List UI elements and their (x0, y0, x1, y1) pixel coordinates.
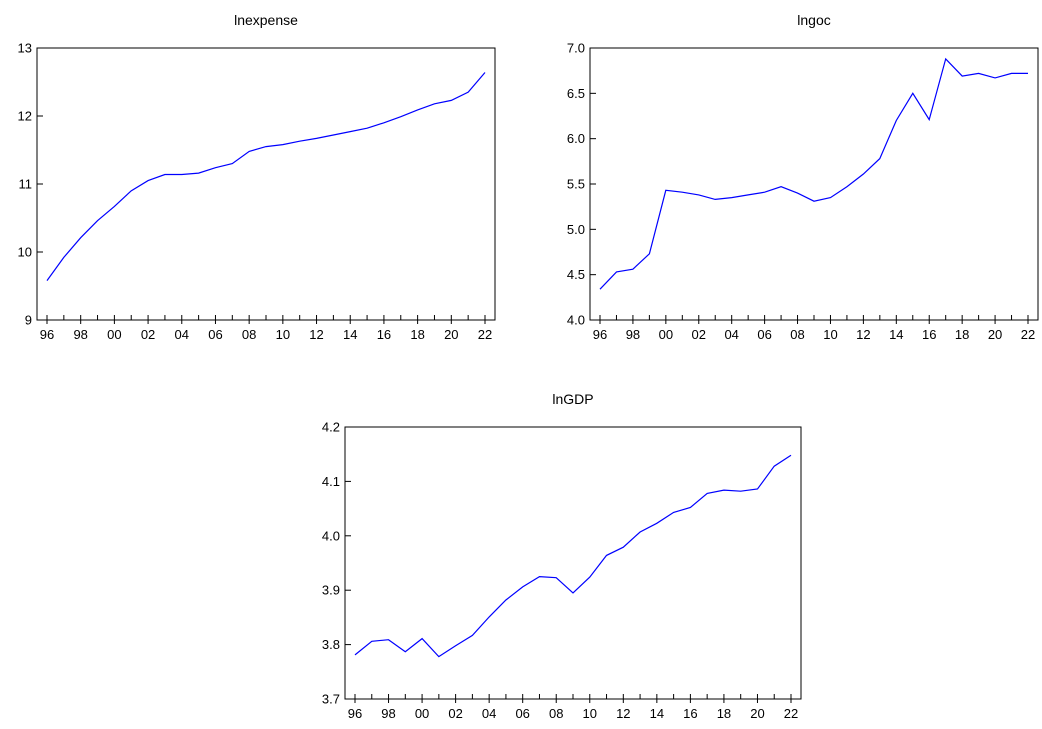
x-tick-label: 00 (415, 706, 429, 721)
x-tick-label: 06 (208, 327, 222, 342)
x-tick-label: 98 (381, 706, 395, 721)
y-tick-label: 7.0 (567, 41, 585, 56)
x-tick-label: 20 (750, 706, 764, 721)
x-tick-label: 12 (309, 327, 323, 342)
y-tick-label: 5.0 (567, 222, 585, 237)
chart-title: lnexpense (234, 12, 298, 28)
y-tick-label: 6.0 (567, 131, 585, 146)
x-tick-label: 22 (784, 706, 798, 721)
x-tick-label: 16 (683, 706, 697, 721)
x-tick-label: 22 (478, 327, 492, 342)
x-tick-label: 14 (650, 706, 664, 721)
chart-panel-2: lnGDP 3.7 3.8 3.9 4.0 4.1 4.2 96 98 00 02 04 06 08 10 1… (322, 391, 802, 721)
x-tick-label: 06 (515, 706, 529, 721)
y-tick-label: 4.0 (322, 528, 340, 543)
x-tick-label: 08 (549, 706, 563, 721)
x-tick-label: 98 (73, 327, 87, 342)
y-tick-label: 3.9 (322, 583, 340, 598)
y-tick-label: 11 (19, 177, 33, 192)
y-tick-label: 12 (18, 109, 32, 124)
y-tick-label: 9 (25, 313, 32, 328)
y-tick-label: 3.8 (322, 637, 340, 652)
x-tick-label: 18 (717, 706, 731, 721)
x-tick-label: 00 (107, 327, 121, 342)
y-tick-label: 4.5 (567, 267, 585, 282)
x-tick-label: 04 (175, 327, 189, 342)
x-tick-label: 00 (659, 327, 673, 342)
x-tick-label: 16 (922, 327, 936, 342)
x-tick-label: 10 (823, 327, 837, 342)
chart-panel-1: lngoc 4.0 4.5 5.0 5.5 6.0 6.5 7.0 96 98 00 02 04 06 08… (567, 12, 1039, 342)
x-tick-label: 96 (40, 327, 54, 342)
y-tick-label: 10 (18, 245, 32, 260)
series-line (354, 454, 792, 658)
y-tick-label: 4.1 (322, 474, 340, 489)
x-tick-label: 12 (616, 706, 630, 721)
x-tick-label: 06 (757, 327, 771, 342)
series-line (599, 57, 1028, 290)
x-tick-label: 20 (988, 327, 1002, 342)
x-tick-label: 14 (343, 327, 357, 342)
x-tick-label: 98 (626, 327, 640, 342)
plot-frame (589, 47, 1039, 321)
x-tick-label: 16 (377, 327, 391, 342)
x-tick-label: 02 (692, 327, 706, 342)
x-tick-label: 20 (444, 327, 458, 342)
x-tick-label: 18 (410, 327, 424, 342)
x-tick-label: 96 (593, 327, 607, 342)
y-tick-label: 6.5 (567, 86, 585, 101)
x-tick-label: 96 (348, 706, 362, 721)
x-tick-label: 10 (276, 327, 290, 342)
y-tick-label: 4.2 (322, 420, 340, 435)
y-tick-label: 3.7 (322, 692, 340, 707)
x-tick-label: 12 (856, 327, 870, 342)
x-tick-label: 14 (889, 327, 903, 342)
plot-frame (344, 426, 802, 700)
x-tick-label: 02 (141, 327, 155, 342)
plot-frame (36, 47, 496, 321)
x-tick-label: 04 (482, 706, 496, 721)
x-tick-label: 10 (583, 706, 597, 721)
x-tick-label: 08 (242, 327, 256, 342)
y-tick-label: 5.5 (567, 177, 585, 192)
y-tick-label: 13 (18, 41, 32, 56)
x-tick-label: 22 (1021, 327, 1035, 342)
chart-title: lnGDP (552, 391, 593, 407)
series-line (46, 72, 486, 281)
x-tick-label: 04 (724, 327, 738, 342)
x-tick-label: 08 (790, 327, 804, 342)
chart-title: lngoc (797, 12, 830, 28)
chart-panel-0: lnexpense 9 10 11 12 13 96 98 00 02 04 06 08 10 12 14 16… (18, 12, 496, 342)
x-tick-label: 02 (448, 706, 462, 721)
x-tick-label: 18 (955, 327, 969, 342)
y-tick-label: 4.0 (567, 313, 585, 328)
